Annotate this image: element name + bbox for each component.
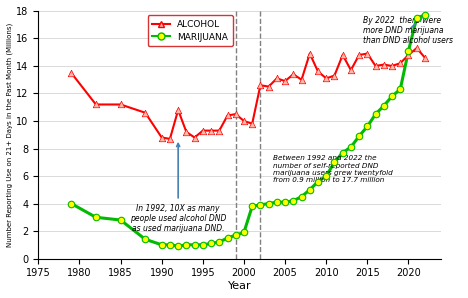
Point	[396, 87, 404, 92]
Point	[191, 135, 198, 140]
Point	[175, 108, 182, 112]
Point	[322, 174, 330, 179]
Point	[298, 77, 305, 82]
Point	[183, 242, 190, 247]
Point	[216, 240, 223, 244]
Point	[290, 198, 297, 203]
Point	[67, 201, 75, 206]
Point	[67, 70, 75, 75]
Point	[249, 121, 256, 126]
Point	[158, 135, 166, 140]
Point	[380, 103, 388, 108]
Point	[281, 200, 289, 204]
Point	[314, 69, 322, 74]
Legend: ALCOHOL, MARIJUANA: ALCOHOL, MARIJUANA	[147, 15, 233, 46]
Point	[290, 72, 297, 77]
Point	[232, 112, 240, 117]
Point	[92, 102, 100, 107]
Y-axis label: Number Reporting Use on 21+ Days in the Past Month (Millions): Number Reporting Use on 21+ Days in the …	[7, 23, 14, 247]
Point	[372, 112, 379, 117]
Point	[265, 84, 272, 89]
Point	[421, 55, 429, 60]
Point	[380, 62, 388, 67]
Point	[166, 242, 174, 247]
Point	[322, 76, 330, 81]
Point	[314, 179, 322, 184]
Point	[405, 52, 412, 57]
Point	[364, 124, 371, 129]
Point	[388, 94, 396, 99]
Point	[265, 201, 272, 206]
Point	[421, 13, 429, 18]
Point	[117, 218, 124, 222]
Point	[117, 102, 124, 107]
Text: By 2022  there were
more DND marijuana
than DND alcohol users: By 2022 there were more DND marijuana th…	[363, 15, 453, 45]
Point	[92, 215, 100, 220]
Point	[413, 15, 420, 20]
Point	[240, 119, 248, 123]
Point	[191, 242, 198, 247]
Point	[396, 61, 404, 66]
Text: Between 1992 and 2022 the
number of self-reported DND
marijuana users grew twent: Between 1992 and 2022 the number of self…	[273, 155, 393, 183]
Point	[216, 128, 223, 133]
Point	[183, 130, 190, 134]
Point	[249, 204, 256, 209]
Point	[372, 63, 379, 68]
Point	[355, 52, 363, 57]
Point	[388, 63, 396, 68]
Point	[306, 51, 314, 56]
Point	[141, 237, 149, 242]
Point	[273, 76, 281, 81]
Point	[224, 235, 231, 240]
Point	[347, 68, 355, 72]
Text: In 1992, 10X as many
people used alcohol DND
as used marijuana DND.: In 1992, 10X as many people used alcohol…	[130, 144, 227, 233]
Point	[232, 233, 240, 238]
X-axis label: Year: Year	[228, 281, 252, 291]
Point	[207, 128, 215, 133]
Point	[256, 83, 264, 88]
Point	[166, 136, 174, 141]
Point	[175, 244, 182, 249]
Point	[405, 49, 412, 53]
Point	[339, 52, 346, 57]
Point	[331, 160, 338, 165]
Point	[141, 110, 149, 115]
Point	[413, 46, 420, 50]
Point	[281, 79, 289, 83]
Point	[240, 230, 248, 235]
Point	[158, 242, 166, 247]
Point	[306, 187, 314, 192]
Point	[224, 113, 231, 118]
Point	[339, 150, 346, 155]
Point	[199, 128, 206, 133]
Point	[207, 241, 215, 246]
Point	[256, 203, 264, 207]
Point	[298, 194, 305, 199]
Point	[364, 51, 371, 56]
Point	[331, 73, 338, 78]
Point	[273, 200, 281, 204]
Point	[199, 242, 206, 247]
Point	[347, 145, 355, 150]
Point	[355, 134, 363, 139]
